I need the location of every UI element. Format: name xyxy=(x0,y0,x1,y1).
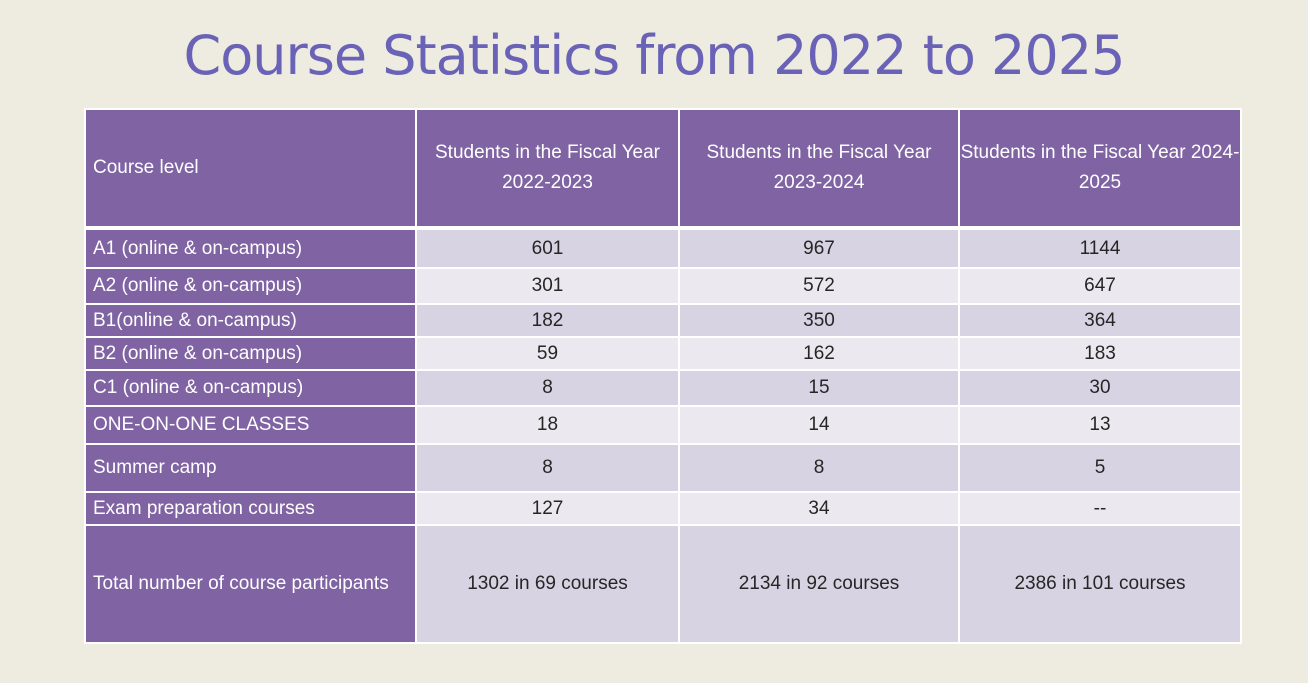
row-label: Summer camp xyxy=(84,443,417,493)
page-title: Course Statistics from 2022 to 2025 xyxy=(183,24,1126,87)
table-row: A2 (online & on-campus) 301 572 647 xyxy=(84,267,1242,305)
table-cell: 601 xyxy=(415,227,680,269)
table-header-row: Course level Students in the Fiscal Year… xyxy=(84,108,1242,230)
table-cell: 364 xyxy=(958,303,1242,338)
table-cell: 2134 in 92 courses xyxy=(678,524,960,644)
table-cell: -- xyxy=(958,491,1242,526)
table-cell: 13 xyxy=(958,405,1242,445)
table-cell: 967 xyxy=(678,227,960,269)
table-cell: 14 xyxy=(678,405,960,445)
table-cell: 162 xyxy=(678,336,960,371)
column-header: Students in the Fiscal Year 2023-2024 xyxy=(678,108,960,230)
table-cell: 8 xyxy=(415,443,680,493)
table-cell: 647 xyxy=(958,267,1242,305)
table-row: B1(online & on-campus) 182 350 364 xyxy=(84,303,1242,338)
table-cell: 572 xyxy=(678,267,960,305)
table-cell: 182 xyxy=(415,303,680,338)
column-header: Students in the Fiscal Year 2022-2023 xyxy=(415,108,680,230)
table-row: Exam preparation courses 127 34 -- xyxy=(84,491,1242,526)
course-statistics-table: Course level Students in the Fiscal Year… xyxy=(84,108,1242,644)
table-row-total: Total number of course participants 1302… xyxy=(84,524,1242,644)
table-row: C1 (online & on-campus) 8 15 30 xyxy=(84,369,1242,407)
table-cell: 8 xyxy=(415,369,680,407)
row-label: C1 (online & on-campus) xyxy=(84,369,417,407)
column-header: Students in the Fiscal Year 2024-2025 xyxy=(958,108,1242,230)
row-label: Total number of course participants xyxy=(84,524,417,644)
column-header: Course level xyxy=(84,108,417,230)
table-cell: 2386 in 101 courses xyxy=(958,524,1242,644)
table-cell: 34 xyxy=(678,491,960,526)
table-cell: 8 xyxy=(678,443,960,493)
table-cell: 350 xyxy=(678,303,960,338)
row-label: A1 (online & on-campus) xyxy=(84,227,417,269)
table-cell: 59 xyxy=(415,336,680,371)
table-cell: 301 xyxy=(415,267,680,305)
table-row: ONE-ON-ONE CLASSES 18 14 13 xyxy=(84,405,1242,445)
row-label: ONE-ON-ONE CLASSES xyxy=(84,405,417,445)
table-row: A1 (online & on-campus) 601 967 1144 xyxy=(84,227,1242,269)
table-row: B2 (online & on-campus) 59 162 183 xyxy=(84,336,1242,371)
table-cell: 1302 in 69 courses xyxy=(415,524,680,644)
table-cell: 1144 xyxy=(958,227,1242,269)
row-label: B1(online & on-campus) xyxy=(84,303,417,338)
table-cell: 5 xyxy=(958,443,1242,493)
table-cell: 127 xyxy=(415,491,680,526)
row-label: A2 (online & on-campus) xyxy=(84,267,417,305)
row-label: Exam preparation courses xyxy=(84,491,417,526)
table-cell: 18 xyxy=(415,405,680,445)
table-cell: 15 xyxy=(678,369,960,407)
row-label: B2 (online & on-campus) xyxy=(84,336,417,371)
table-row: Summer camp 8 8 5 xyxy=(84,443,1242,493)
table-cell: 30 xyxy=(958,369,1242,407)
table-cell: 183 xyxy=(958,336,1242,371)
